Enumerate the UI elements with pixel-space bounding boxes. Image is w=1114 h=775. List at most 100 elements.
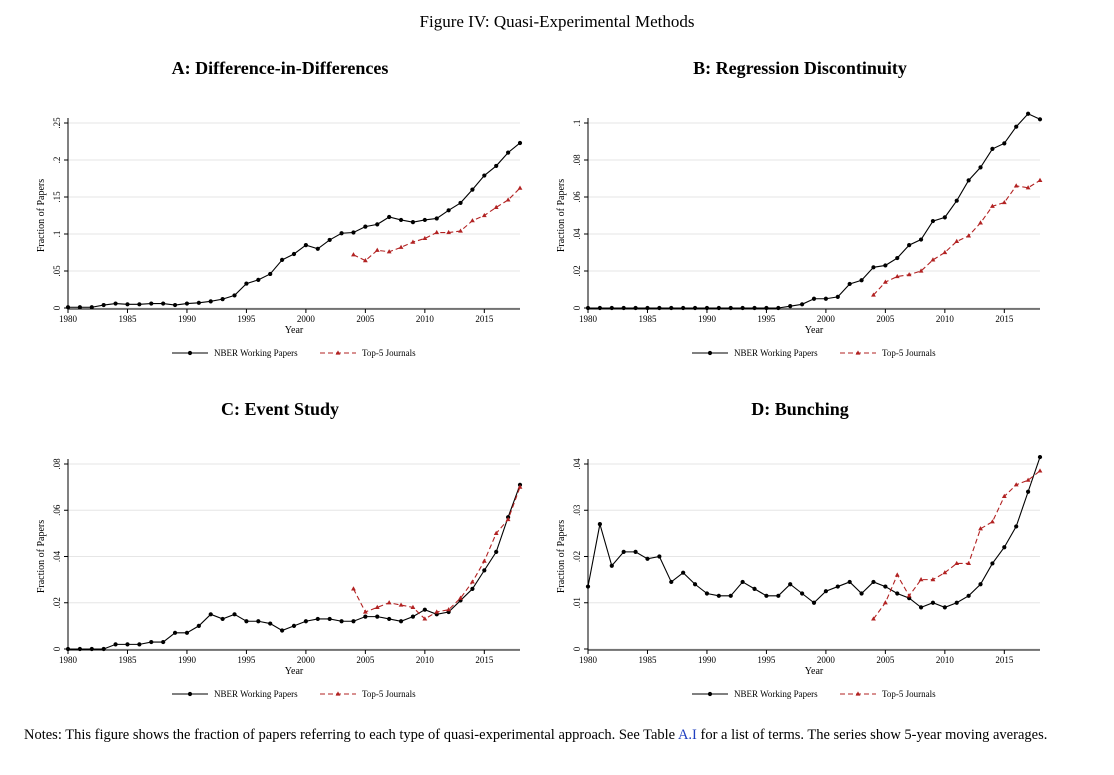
data-point-nber: [752, 586, 757, 591]
data-point-top5: [1037, 468, 1043, 473]
data-point-nber: [125, 642, 130, 647]
data-point-nber: [315, 616, 320, 622]
data-point-nber: [895, 255, 900, 261]
data-point-nber: [363, 224, 368, 229]
data-point-nber: [291, 623, 297, 628]
data-point-top5: [410, 604, 416, 609]
table-link[interactable]: A.I: [677, 727, 697, 743]
series-line-nber: [588, 113, 1041, 309]
data-point-top5: [918, 577, 924, 582]
data-point-nber: [847, 579, 852, 585]
data-point-nber: [716, 305, 721, 311]
data-point-nber: [244, 281, 249, 286]
data-point-nber: [966, 178, 971, 183]
data-point-top5: [398, 244, 404, 249]
data-point-nber: [315, 246, 320, 251]
data-point-top5: [882, 600, 888, 605]
data-point-top5: [505, 516, 511, 522]
data-point-nber: [494, 163, 499, 169]
y-tick-label: 0: [572, 305, 582, 310]
y-tick-label: .2: [52, 157, 62, 164]
legend-marker-top5: [855, 350, 861, 355]
data-point-top5: [470, 218, 475, 223]
data-point-top5: [517, 185, 523, 190]
series-line-top5: [873, 179, 1041, 296]
x-tick-label: 2015: [995, 655, 1014, 665]
data-point-top5: [894, 572, 900, 577]
y-tick-label: .1: [572, 120, 582, 127]
data-point-nber: [823, 589, 828, 594]
x-tick-label: 2000: [817, 655, 836, 665]
data-point-nber: [895, 591, 900, 596]
y-tick-label: .04: [52, 550, 62, 562]
data-point-top5: [458, 595, 463, 600]
y-tick-label: 0: [52, 305, 62, 310]
legend-marker-nber: [707, 350, 713, 356]
data-point-nber: [871, 579, 876, 585]
data-point-top5: [906, 593, 912, 598]
data-point-top5: [1037, 177, 1043, 182]
data-point-nber: [517, 140, 523, 146]
data-point-top5: [918, 268, 924, 273]
legend-marker-top5: [855, 691, 861, 696]
data-point-nber: [1037, 117, 1043, 122]
data-point-top5: [398, 602, 404, 607]
data-point-top5: [374, 247, 380, 252]
figure-notes: Notes: This figure shows the fraction of…: [24, 727, 1094, 743]
data-point-nber: [137, 302, 142, 307]
data-point-nber: [220, 297, 225, 302]
data-point-nber: [398, 217, 404, 223]
data-point-nber: [1014, 524, 1019, 529]
x-tick-label: 1990: [178, 314, 197, 324]
data-point-nber: [387, 214, 392, 220]
data-point-top5: [470, 579, 475, 584]
data-point-nber: [752, 305, 757, 311]
panel-regression-discontinuity: B: Regression Discontinuity 0 .02 .04 .06 .0…: [540, 58, 1060, 368]
data-point-nber: [232, 293, 237, 298]
y-tick-label: .02: [572, 265, 582, 276]
data-point-nber: [776, 305, 781, 311]
data-point-top5: [505, 197, 511, 202]
x-axis-label: Year: [805, 666, 824, 677]
data-point-nber: [918, 237, 924, 242]
data-point-nber: [220, 616, 225, 622]
data-point-nber: [410, 220, 416, 225]
data-point-nber: [506, 150, 511, 155]
x-axis-label: Year: [285, 666, 304, 677]
data-point-nber: [1026, 489, 1031, 494]
y-tick-label: .08: [52, 458, 62, 470]
data-point-nber: [1014, 124, 1019, 129]
data-point-nber: [597, 305, 602, 311]
data-point-nber: [363, 614, 368, 619]
data-point-nber: [65, 646, 71, 652]
data-point-nber: [681, 305, 686, 311]
x-axis-label: Year: [285, 325, 304, 336]
x-tick-label: 1995: [757, 655, 776, 665]
x-tick-label: 2000: [297, 655, 316, 665]
data-point-nber: [835, 294, 840, 299]
data-point-nber: [113, 642, 118, 647]
panel-title: C: Event Study: [220, 399, 340, 419]
data-point-nber: [327, 237, 332, 243]
data-point-top5: [481, 212, 487, 218]
data-point-nber: [978, 582, 983, 587]
data-point-nber: [494, 549, 499, 554]
data-point-nber: [339, 231, 344, 236]
data-point-nber: [196, 300, 201, 305]
data-point-nber: [800, 591, 805, 596]
panel-event-study: C: Event Study 0 .02 .04 .06 .08 1980 1985 1990…: [20, 399, 540, 709]
data-point-nber: [740, 579, 745, 585]
x-tick-label: 2010: [416, 655, 435, 665]
data-point-nber: [268, 271, 273, 277]
data-point-nber: [256, 277, 261, 282]
data-point-top5: [1013, 183, 1019, 188]
panel-title: B: Regression Discontinuity: [693, 58, 907, 78]
data-point-nber: [764, 305, 769, 311]
x-tick-label: 2015: [995, 314, 1014, 324]
x-tick-label: 1985: [118, 655, 137, 665]
data-point-top5: [930, 577, 936, 582]
data-point-nber: [375, 222, 380, 227]
x-tick-label: 1980: [59, 655, 78, 665]
data-point-nber: [692, 582, 698, 587]
x-axis-label: Year: [805, 325, 824, 336]
